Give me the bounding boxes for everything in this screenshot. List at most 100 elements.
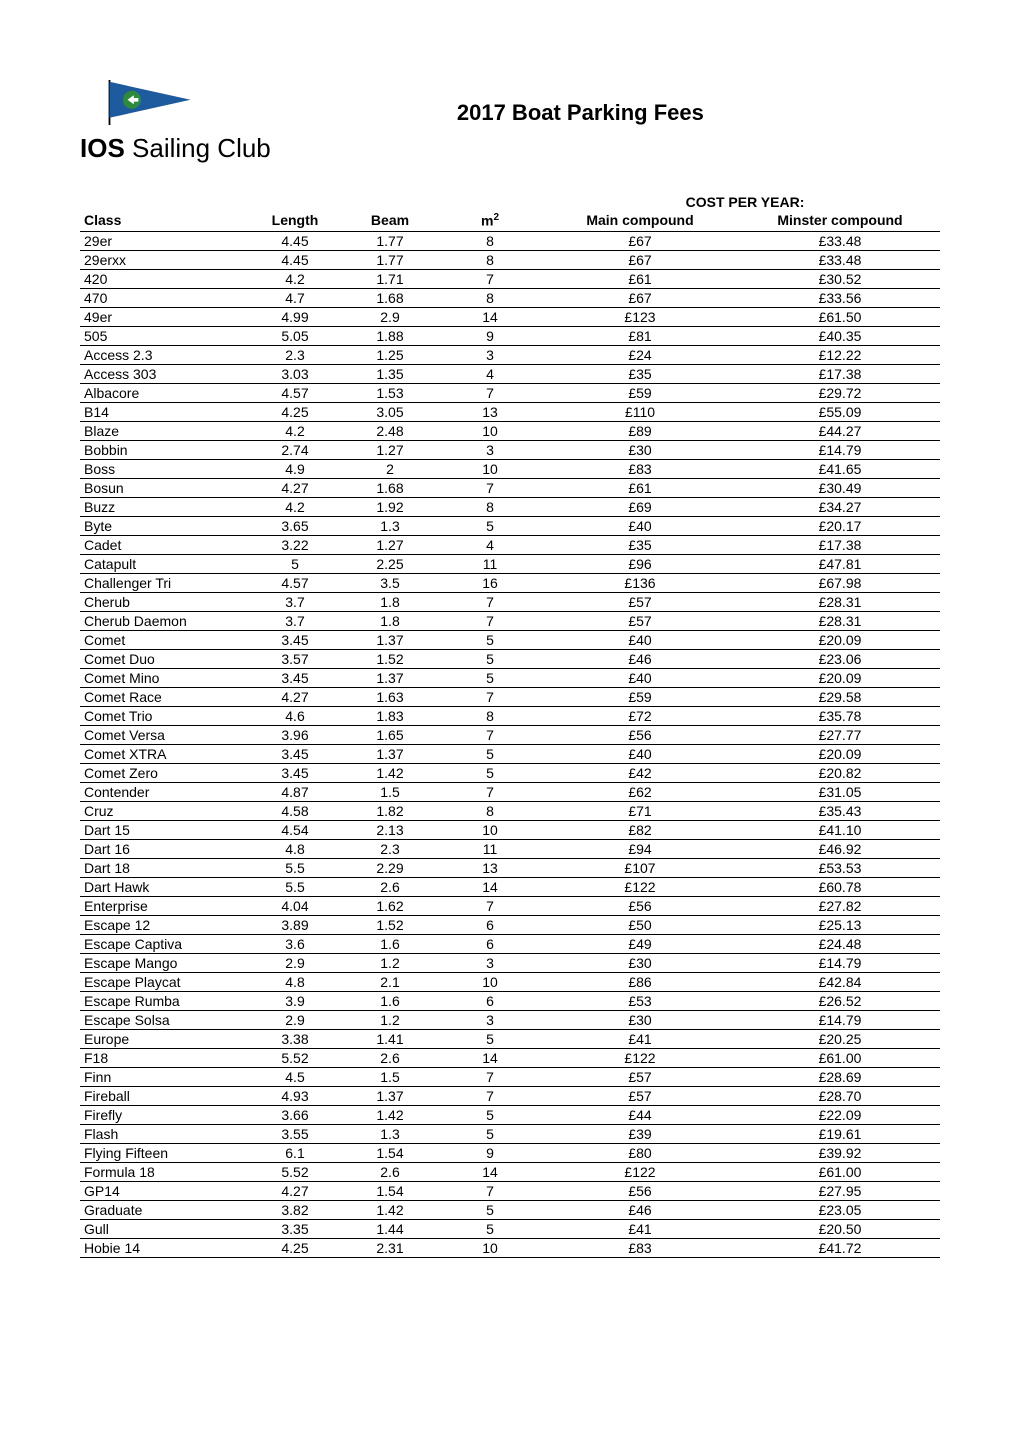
cell-length: 3.45 (250, 630, 340, 649)
cell-length: 3.45 (250, 668, 340, 687)
cell-class: Flying Fifteen (80, 1143, 250, 1162)
cell-minster: £39.92 (740, 1143, 940, 1162)
cell-main: £72 (540, 706, 740, 725)
cell-class: Comet Zero (80, 763, 250, 782)
cell-m2: 5 (440, 1200, 540, 1219)
cell-beam: 1.82 (340, 801, 440, 820)
cell-main: £30 (540, 953, 740, 972)
cell-main: £57 (540, 1067, 740, 1086)
table-row: Flash3.551.35£39£19.61 (80, 1124, 940, 1143)
cell-main: £122 (540, 877, 740, 896)
cell-beam: 2.6 (340, 877, 440, 896)
cell-class: Hobie 14 (80, 1238, 250, 1257)
cell-beam: 1.77 (340, 250, 440, 269)
table-row: Bosun4.271.687£61£30.49 (80, 478, 940, 497)
cell-main: £71 (540, 801, 740, 820)
cell-class: Firefly (80, 1105, 250, 1124)
cell-m2: 4 (440, 364, 540, 383)
cell-minster: £24.48 (740, 934, 940, 953)
cell-m2: 8 (440, 288, 540, 307)
cell-beam: 1.6 (340, 934, 440, 953)
cell-minster: £35.43 (740, 801, 940, 820)
cell-main: £59 (540, 687, 740, 706)
cell-main: £30 (540, 440, 740, 459)
cell-class: GP14 (80, 1181, 250, 1200)
cell-length: 4.45 (250, 250, 340, 269)
cell-main: £81 (540, 326, 740, 345)
cell-m2: 6 (440, 915, 540, 934)
cell-class: 470 (80, 288, 250, 307)
table-row: Comet Trio4.61.838£72£35.78 (80, 706, 940, 725)
cell-beam: 1.88 (340, 326, 440, 345)
table-row: Cherub Daemon3.71.87£57£28.31 (80, 611, 940, 630)
cell-m2: 7 (440, 383, 540, 402)
cell-beam: 2.31 (340, 1238, 440, 1257)
cell-length: 2.74 (250, 440, 340, 459)
cell-class: Access 303 (80, 364, 250, 383)
cell-main: £122 (540, 1048, 740, 1067)
cell-class: Comet Trio (80, 706, 250, 725)
cell-main: £62 (540, 782, 740, 801)
table-row: Comet Mino3.451.375£40£20.09 (80, 668, 940, 687)
cell-main: £49 (540, 934, 740, 953)
cell-m2: 5 (440, 763, 540, 782)
col-header-m2: m2 (440, 210, 540, 231)
table-row: Challenger Tri4.573.516£136£67.98 (80, 573, 940, 592)
cell-length: 5.5 (250, 858, 340, 877)
cell-main: £44 (540, 1105, 740, 1124)
table-row: Comet Race4.271.637£59£29.58 (80, 687, 940, 706)
cell-class: Comet Duo (80, 649, 250, 668)
cell-minster: £61.00 (740, 1048, 940, 1067)
table-body: 29er4.451.778£67£33.4829erxx4.451.778£67… (80, 231, 940, 1257)
cell-class: Dart 16 (80, 839, 250, 858)
cell-main: £67 (540, 250, 740, 269)
cell-main: £80 (540, 1143, 740, 1162)
cell-class: Catapult (80, 554, 250, 573)
cell-m2: 5 (440, 1219, 540, 1238)
cell-m2: 10 (440, 421, 540, 440)
cell-m2: 5 (440, 1124, 540, 1143)
cell-m2: 14 (440, 307, 540, 326)
cell-class: Dart 15 (80, 820, 250, 839)
cell-beam: 1.71 (340, 269, 440, 288)
cell-beam: 1.37 (340, 630, 440, 649)
cell-m2: 8 (440, 250, 540, 269)
cell-length: 4.45 (250, 231, 340, 250)
cell-main: £69 (540, 497, 740, 516)
table-row: Hobie 144.252.3110£83£41.72 (80, 1238, 940, 1257)
cell-m2: 7 (440, 1086, 540, 1105)
cell-beam: 1.52 (340, 649, 440, 668)
cell-m2: 8 (440, 801, 540, 820)
cell-main: £40 (540, 630, 740, 649)
cell-m2: 7 (440, 1067, 540, 1086)
cell-length: 5.52 (250, 1048, 340, 1067)
cell-m2: 5 (440, 1029, 540, 1048)
cell-m2: 3 (440, 1010, 540, 1029)
cell-m2: 11 (440, 554, 540, 573)
cell-class: Comet XTRA (80, 744, 250, 763)
cell-class: 49er (80, 307, 250, 326)
cell-beam: 1.54 (340, 1143, 440, 1162)
cell-minster: £35.78 (740, 706, 940, 725)
table-row: Formula 185.522.614£122£61.00 (80, 1162, 940, 1181)
table-row: B144.253.0513£110£55.09 (80, 402, 940, 421)
cell-minster: £14.79 (740, 953, 940, 972)
cell-main: £83 (540, 459, 740, 478)
cell-beam: 2.3 (340, 839, 440, 858)
cell-main: £83 (540, 1238, 740, 1257)
cell-minster: £14.79 (740, 1010, 940, 1029)
cell-m2: 13 (440, 402, 540, 421)
cell-minster: £17.38 (740, 535, 940, 554)
cell-main: £57 (540, 592, 740, 611)
cell-length: 3.35 (250, 1219, 340, 1238)
cell-beam: 1.41 (340, 1029, 440, 1048)
cell-m2: 7 (440, 782, 540, 801)
cell-beam: 1.68 (340, 288, 440, 307)
cell-minster: £34.27 (740, 497, 940, 516)
table-row: Dart 154.542.1310£82£41.10 (80, 820, 940, 839)
table-row: 29er4.451.778£67£33.48 (80, 231, 940, 250)
cell-beam: 1.8 (340, 611, 440, 630)
cell-m2: 5 (440, 1105, 540, 1124)
cell-length: 2.9 (250, 1010, 340, 1029)
cell-m2: 8 (440, 497, 540, 516)
